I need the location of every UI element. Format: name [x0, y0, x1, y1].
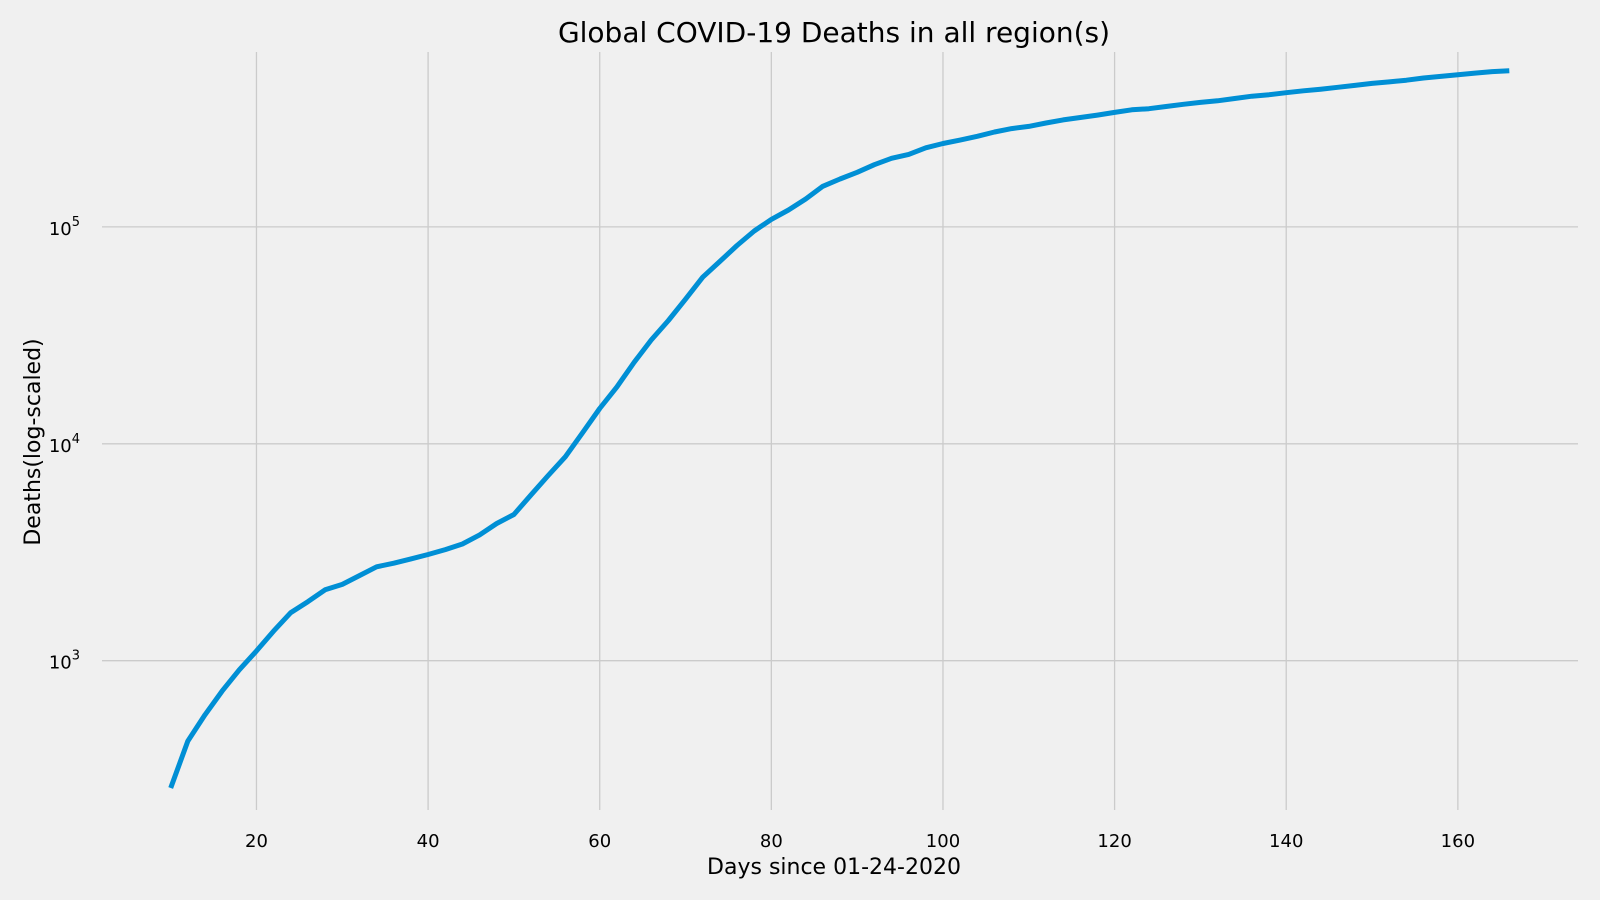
x-tick-label: 120	[1097, 831, 1131, 852]
x-axis-label: Days since 01-24-2020	[707, 855, 961, 880]
deaths-series-line	[168, 68, 1510, 789]
x-tick-label: 160	[1441, 831, 1475, 852]
x-tick-label: 100	[926, 831, 960, 852]
grid-layer	[102, 52, 1578, 810]
chart-title: Global COVID-19 Deaths in all region(s)	[558, 16, 1110, 49]
x-tick-label: 140	[1269, 831, 1303, 852]
y-tick-label: 104	[49, 432, 80, 457]
x-tick-label: 20	[245, 831, 268, 852]
x-tick-label: 40	[417, 831, 440, 852]
y-axis-label: Deaths(log-scaled)	[21, 338, 46, 545]
x-tick-label: 80	[760, 831, 783, 852]
y-tick-label: 103	[49, 649, 80, 674]
y-tick-label: 105	[49, 215, 80, 240]
y-tick-labels: 103 104 105	[49, 215, 80, 674]
x-tick-label: 60	[588, 831, 611, 852]
x-tick-labels: 20 40 60 80 100 120 140 160	[245, 831, 1475, 852]
series-layer	[168, 68, 1510, 789]
